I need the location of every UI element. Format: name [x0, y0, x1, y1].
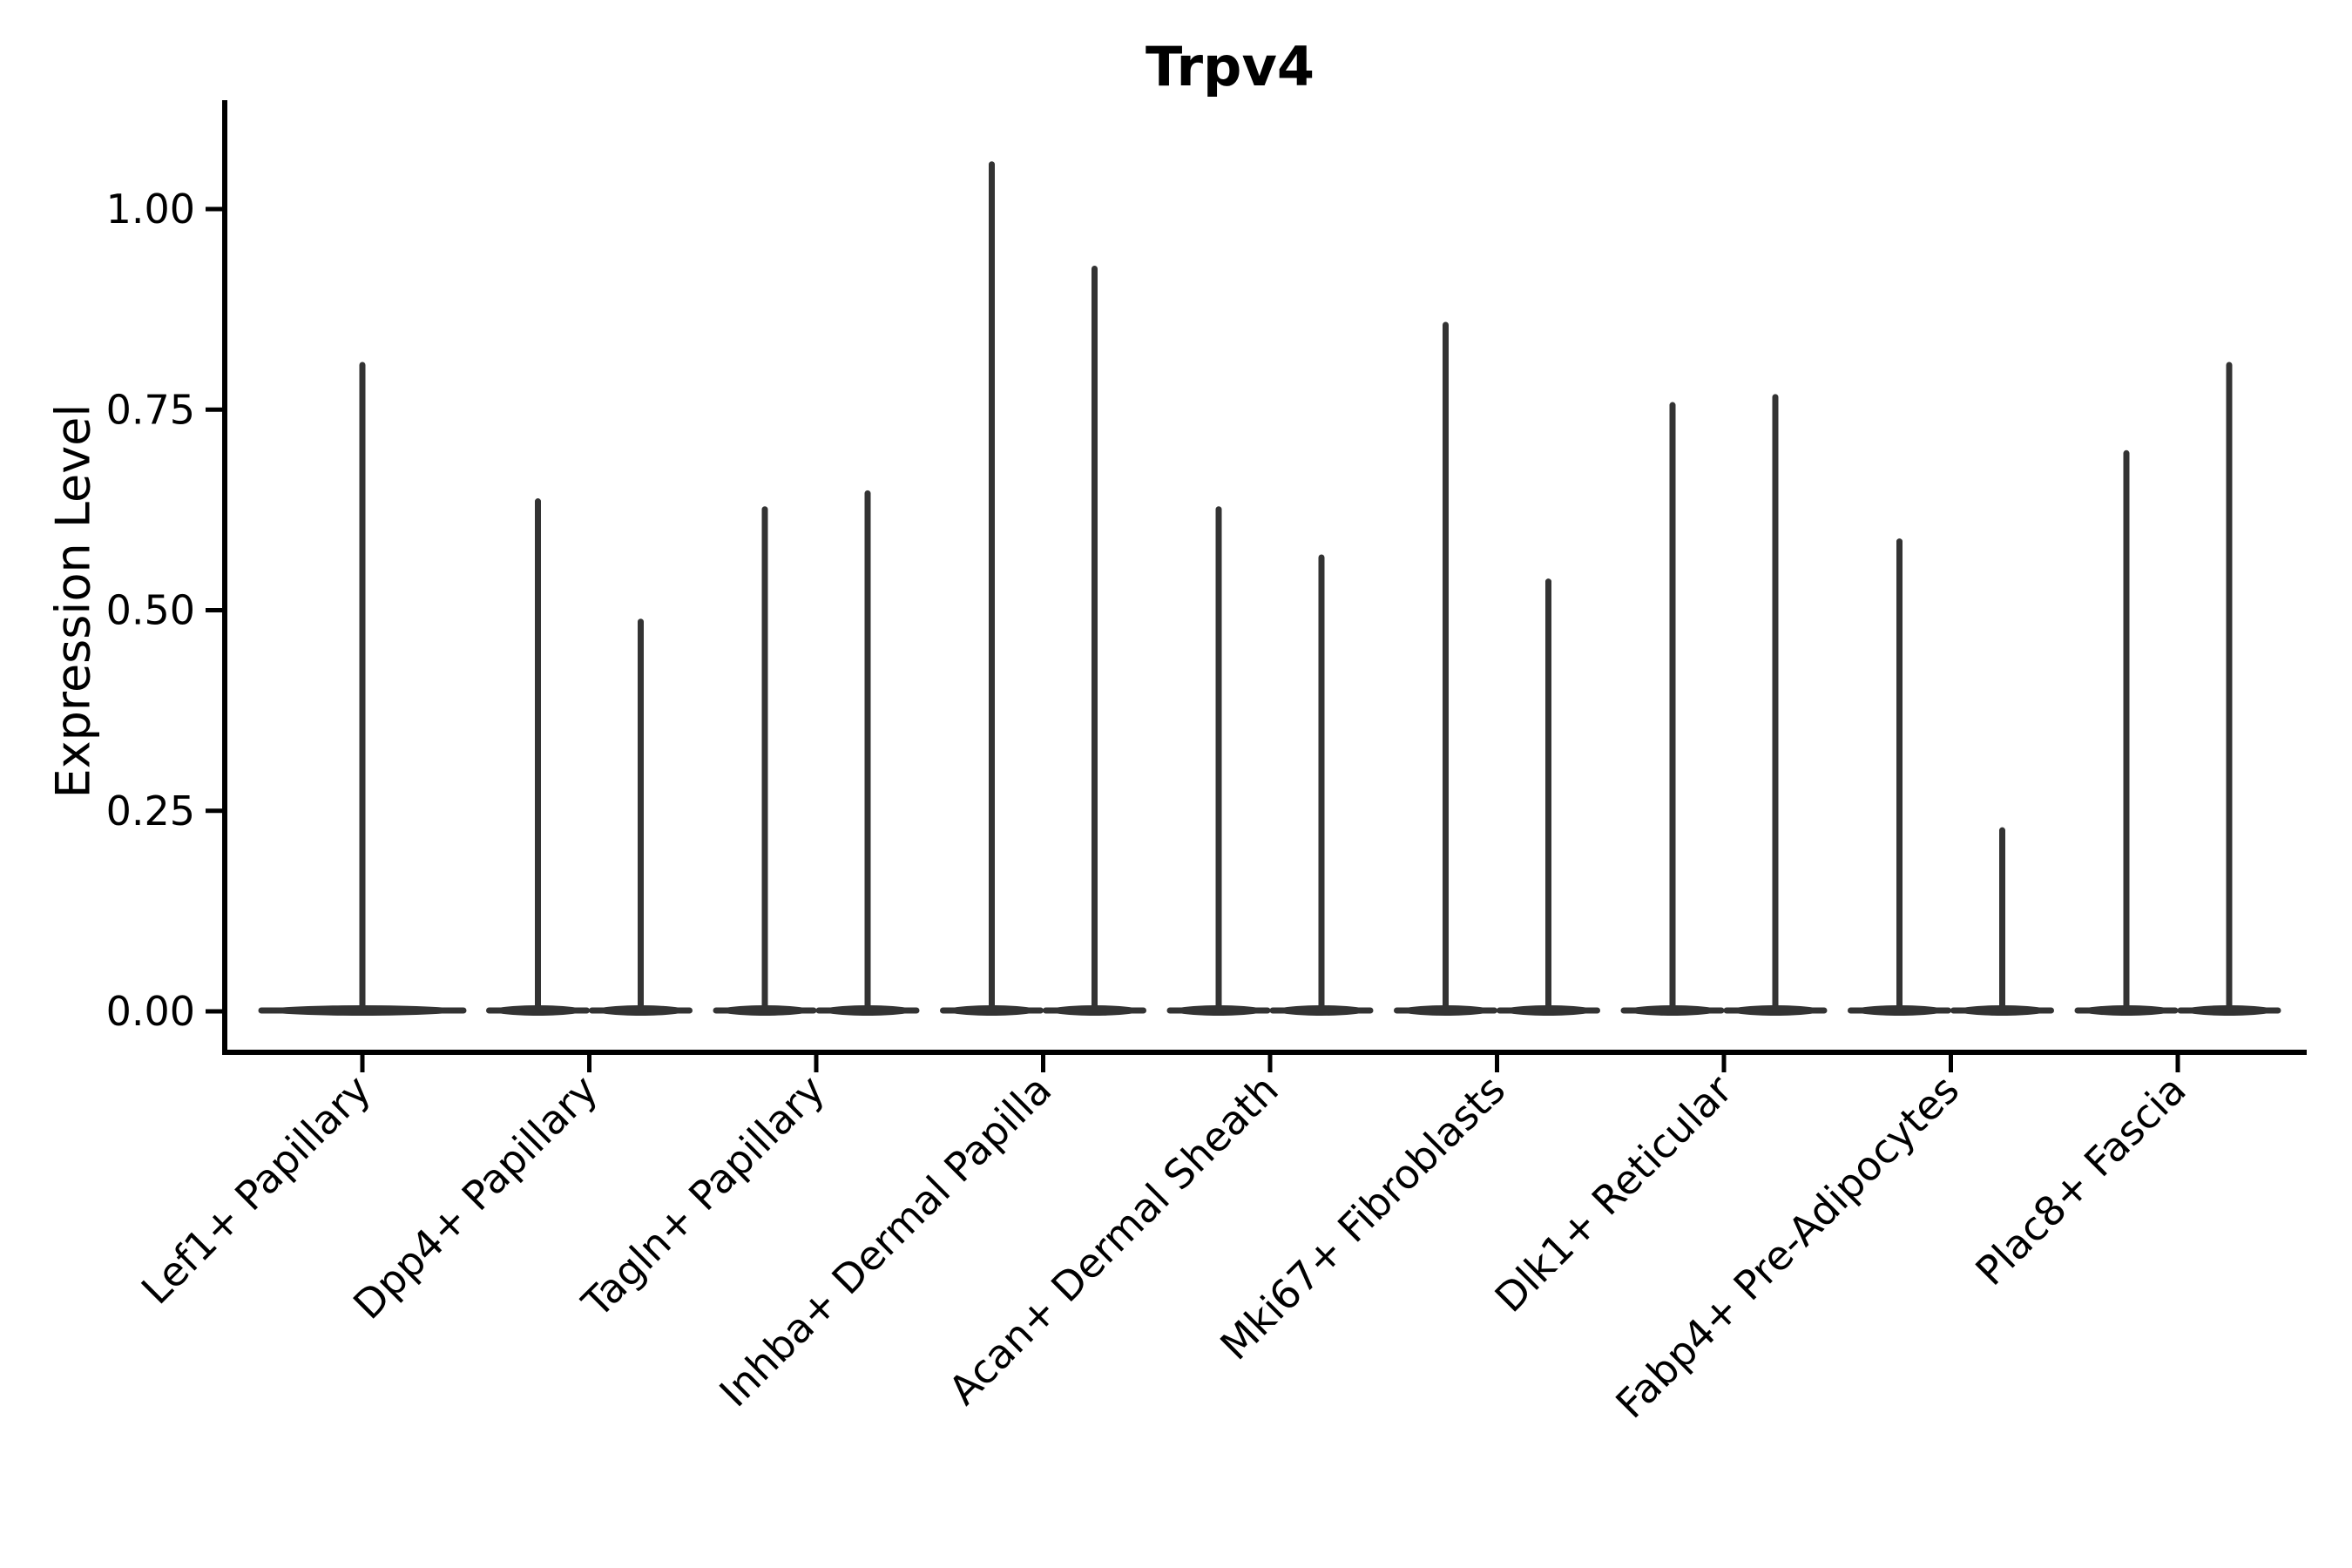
x-tick-label: Dpp4+ Papillary — [344, 1066, 606, 1328]
y-tick-label: 1.00 — [106, 186, 195, 233]
y-tick-label: 0.00 — [106, 988, 195, 1035]
x-tick-label: Dlk1+ Reticular — [1486, 1066, 1741, 1321]
x-tick-label: Plac8+ Fascia — [1966, 1066, 2194, 1294]
y-axis-label: Expression Level — [45, 403, 101, 799]
y-tick-label: 0.25 — [106, 787, 195, 835]
x-tick-label: Lef1+ Papillary — [132, 1066, 380, 1314]
x-tick-label: Tagln+ Papillary — [572, 1066, 834, 1328]
plot-title: Trpv4 — [1146, 35, 1315, 98]
y-tick-label: 0.75 — [106, 386, 195, 433]
y-tick-label: 0.50 — [106, 587, 195, 634]
